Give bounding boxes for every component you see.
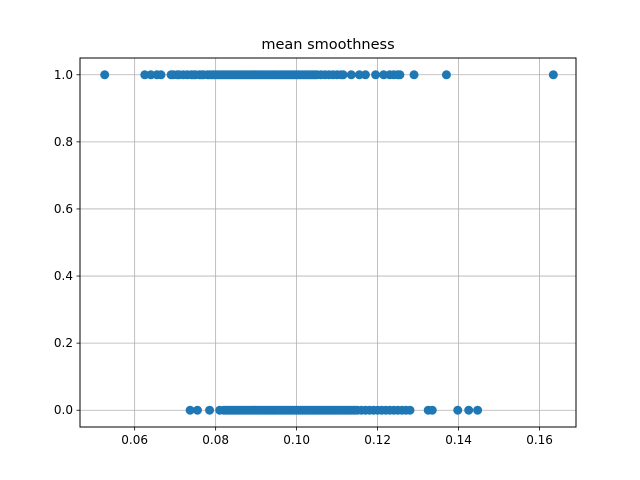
data-point <box>205 405 215 415</box>
data-point <box>441 70 451 80</box>
plot-area-frame <box>79 57 577 428</box>
data-point <box>360 70 370 80</box>
data-point <box>371 70 381 80</box>
y-tick-label: 0.2 <box>54 336 73 350</box>
data-point <box>409 70 419 80</box>
x-tick-label: 0.06 <box>121 433 148 447</box>
data-point <box>395 70 405 80</box>
x-tick-label: 0.08 <box>202 433 229 447</box>
data-points <box>100 70 558 415</box>
x-tick-label: 0.14 <box>445 433 472 447</box>
data-point <box>346 70 356 80</box>
y-tick-label: 1.0 <box>54 68 73 82</box>
y-axis: 0.0 0.2 0.4 0.6 0.8 1.0 <box>54 68 80 417</box>
y-tick-label: 0.0 <box>54 403 73 417</box>
y-tick-label: 0.8 <box>54 135 73 149</box>
x-tick-label: 0.10 <box>283 433 310 447</box>
grid-lines <box>80 58 576 427</box>
data-point <box>453 405 463 415</box>
data-point <box>427 405 437 415</box>
data-point <box>192 405 202 415</box>
data-point <box>548 70 558 80</box>
x-tick-label: 0.16 <box>526 433 553 447</box>
x-axis: 0.06 0.08 0.10 0.12 0.14 0.16 <box>121 427 553 447</box>
data-point <box>473 405 483 415</box>
data-point <box>464 405 474 415</box>
y-tick-label: 0.6 <box>54 202 73 216</box>
data-point <box>338 70 348 80</box>
x-tick-label: 0.12 <box>364 433 391 447</box>
data-point <box>156 70 166 80</box>
chart-title: mean smoothness <box>261 37 394 53</box>
y-tick-label: 0.4 <box>54 269 73 283</box>
data-point <box>100 70 110 80</box>
data-point <box>405 405 415 415</box>
data-point <box>185 405 195 415</box>
